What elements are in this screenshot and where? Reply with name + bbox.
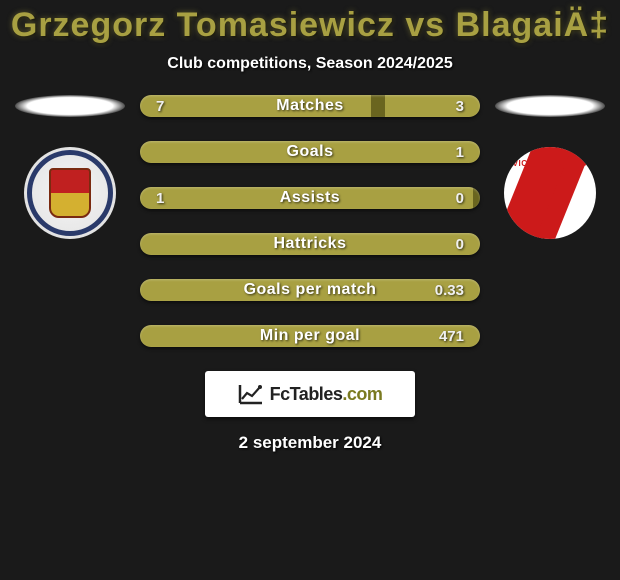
stat-right-value: 471 [439, 328, 464, 345]
logo-text-main: FcTables [270, 384, 343, 404]
stats-column: 7 Matches 3 Goals 1 1 Assists 0 Hattricks 0 Goals … [130, 95, 490, 347]
stat-bar-goals: Goals 1 [140, 141, 480, 163]
stat-right-value: 0 [456, 190, 464, 207]
footer-date: 2 september 2024 [239, 433, 382, 453]
stat-left-value: 1 [156, 190, 164, 207]
subtitle: Club competitions, Season 2024/2025 [167, 55, 452, 73]
player-right-column: VICENZA CALCIO 1902 [490, 95, 610, 239]
page-title: Grzegorz Tomasiewicz vs BlagaiÄ‡ [11, 6, 609, 45]
player-left-column [10, 95, 130, 239]
stat-bar-matches: 7 Matches 3 [140, 95, 480, 117]
fctables-logo[interactable]: FcTables.com [205, 371, 415, 417]
croatia-flag-icon [495, 95, 605, 117]
comparison-card: Grzegorz Tomasiewicz vs BlagaiÄ‡ Club co… [0, 0, 620, 453]
logo-text-suffix: .com [342, 384, 382, 404]
stat-label: Min per goal [260, 327, 360, 345]
stat-right-value: 3 [456, 98, 464, 115]
stat-label: Goals [287, 143, 334, 161]
stat-label: Goals per match [244, 281, 377, 299]
stat-right-value: 0 [456, 236, 464, 253]
fctables-logo-text: FcTables.com [270, 384, 383, 405]
badge-ring [27, 150, 113, 236]
stat-left-value: 7 [156, 98, 164, 115]
poland-flag-icon [15, 95, 125, 117]
stat-right-value: 0.33 [435, 282, 464, 299]
main-row: 7 Matches 3 Goals 1 1 Assists 0 Hattricks 0 Goals … [10, 95, 610, 347]
stat-label: Hattricks [274, 235, 347, 253]
piast-gliwice-badge-icon [24, 147, 116, 239]
vicenza-badge-icon: VICENZA CALCIO 1902 [504, 147, 596, 239]
stat-bar-min-per-goal: Min per goal 471 [140, 325, 480, 347]
stat-label: Assists [280, 189, 340, 207]
stat-bar-goals-per-match: Goals per match 0.33 [140, 279, 480, 301]
stat-right-value: 1 [456, 144, 464, 161]
fctables-logo-icon [238, 383, 264, 405]
stat-label: Matches [276, 97, 344, 115]
stat-bar-assists: 1 Assists 0 [140, 187, 480, 209]
badge-inner: VICENZA CALCIO 1902 [504, 147, 596, 239]
stat-bar-hattricks: Hattricks 0 [140, 233, 480, 255]
